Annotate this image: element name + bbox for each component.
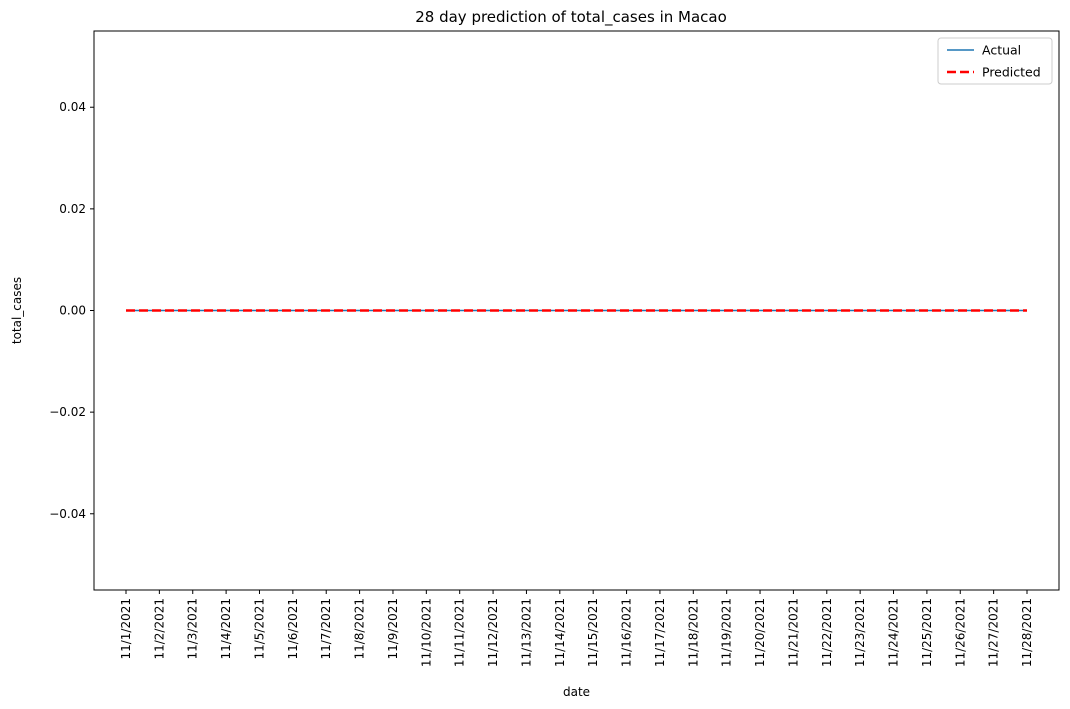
x-tick-label: 11/16/2021 (620, 598, 634, 667)
x-tick-label: 11/13/2021 (519, 598, 533, 667)
chart-title: 28 day prediction of total_cases in Maca… (415, 8, 727, 27)
x-tick-label: 11/6/2021 (286, 598, 300, 660)
x-tick-label: 11/19/2021 (720, 598, 734, 667)
legend: Actual Predicted (937, 37, 1053, 85)
x-tick-label: 11/15/2021 (586, 598, 600, 667)
y-tick-label: 0.04 (59, 100, 86, 114)
x-tick-label: 11/7/2021 (319, 598, 333, 660)
x-tick-label: 11/23/2021 (853, 598, 867, 667)
x-tick-label: 11/11/2021 (453, 598, 467, 667)
y-tick-label: 0.00 (59, 304, 86, 318)
legend-label-actual: Actual (982, 43, 1021, 58)
x-tick-label: 11/10/2021 (419, 598, 433, 667)
y-tick-label: −0.02 (49, 405, 86, 419)
x-tick-label: 11/12/2021 (486, 598, 500, 667)
y-tick-label: 0.02 (59, 202, 86, 216)
x-tick-label: 11/5/2021 (252, 598, 266, 660)
x-tick-label: 11/24/2021 (887, 598, 901, 667)
x-tick-label: 11/3/2021 (186, 598, 200, 660)
x-tick-label: 11/18/2021 (686, 598, 700, 667)
legend-label-predicted: Predicted (982, 65, 1041, 80)
x-tick-label: 11/9/2021 (386, 598, 400, 660)
x-tick-label: 11/4/2021 (219, 598, 233, 660)
x-axis: 11/1/2021 11/2/2021 11/3/2021 11/4/2021 11/5… (119, 590, 1034, 667)
x-axis-label: date (563, 685, 590, 699)
x-tick-label: 11/25/2021 (920, 598, 934, 667)
x-tick-label: 11/21/2021 (786, 598, 800, 667)
x-tick-label: 11/22/2021 (820, 598, 834, 667)
x-tick-label: 11/1/2021 (119, 598, 133, 660)
x-tick-label: 11/14/2021 (553, 598, 567, 667)
x-tick-label: 11/26/2021 (953, 598, 967, 667)
x-tick-label: 11/28/2021 (1020, 598, 1034, 667)
x-tick-label: 11/2/2021 (152, 598, 166, 660)
y-axis-label: total_cases (10, 277, 24, 344)
x-tick-label: 11/20/2021 (753, 598, 767, 667)
y-tick-label: −0.04 (49, 507, 86, 521)
y-axis: −0.04 −0.02 0.00 0.02 0.04 (49, 100, 94, 521)
x-tick-label: 11/8/2021 (353, 598, 367, 660)
x-tick-label: 11/17/2021 (653, 598, 667, 667)
x-tick-label: 11/27/2021 (987, 598, 1001, 667)
